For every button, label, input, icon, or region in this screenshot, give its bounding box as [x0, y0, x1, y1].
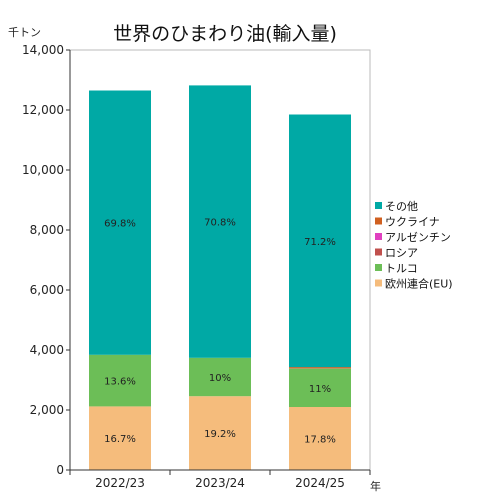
bar-segment-label: 13.6%: [104, 377, 136, 388]
bar-segment-label: 16.7%: [104, 434, 136, 445]
legend-label: ロシア: [385, 247, 418, 260]
bar-segment: [89, 406, 151, 470]
y-tick-label: 12,000: [22, 103, 64, 117]
legend-label: その他: [385, 200, 418, 213]
y-tick-label: 0: [56, 463, 64, 477]
y-tick-label: 6,000: [30, 283, 64, 297]
bar-segment: [89, 354, 151, 407]
y-tick-label: 2,000: [30, 403, 64, 417]
x-axis: 2022/23 2023/24 2024/25: [69, 469, 371, 490]
legend-label: 欧州連合(EU): [385, 277, 453, 291]
bar-segment-label: 10%: [209, 373, 231, 384]
y-tick-label: 10,000: [22, 163, 64, 177]
legend-label: ウクライナ: [385, 216, 440, 229]
legend-swatch: [375, 264, 382, 271]
bar-segment-label: 70.8%: [204, 218, 236, 229]
bar-segment-label: 69.8%: [104, 219, 136, 230]
bar-segment: [289, 368, 351, 407]
bar-segment: [289, 407, 351, 470]
x-tick-label: 2022/23: [95, 476, 145, 490]
x-tick-label: 2023/24: [195, 476, 245, 490]
legend-swatch: [375, 217, 382, 225]
x-tick-label: 2024/25: [295, 476, 345, 490]
bar-segment: [89, 90, 151, 355]
legend-swatch: [375, 202, 382, 209]
y-axis: 0 2,000 4,000 6,000 8,000 10,000 12,000 14,000: [22, 43, 71, 477]
bar-segment-label: 11%: [309, 384, 331, 395]
bar-segment: [289, 367, 351, 369]
y-tick-label: 14,000: [22, 43, 64, 57]
bar-segment: [189, 357, 251, 397]
legend-swatch: [375, 248, 382, 256]
legend-swatch: [375, 233, 382, 240]
y-tick-label: 8,000: [30, 223, 64, 237]
x-axis-unit: 年: [370, 479, 381, 493]
bar-segment: [189, 396, 251, 470]
bar-segment-label: 17.8%: [304, 435, 336, 446]
y-tick-label: 4,000: [30, 343, 64, 357]
chart-title: 世界のひまわり油(輸入量): [113, 23, 337, 45]
bar-segment-label: 71.2%: [304, 237, 336, 248]
bars: 16.7% 13.6% 69.8% 19.2% 10% 70.8% 17.8% 11% 71.2…: [89, 85, 351, 470]
legend-swatch: [375, 279, 382, 287]
legend-label: アルゼンチン: [385, 231, 451, 244]
y-axis-unit: 千トン: [8, 26, 41, 39]
bar-segment-label: 19.2%: [204, 429, 236, 440]
bar-segment: [189, 85, 251, 358]
bar-segment: [289, 114, 351, 368]
legend-label: トルコ: [385, 262, 418, 275]
